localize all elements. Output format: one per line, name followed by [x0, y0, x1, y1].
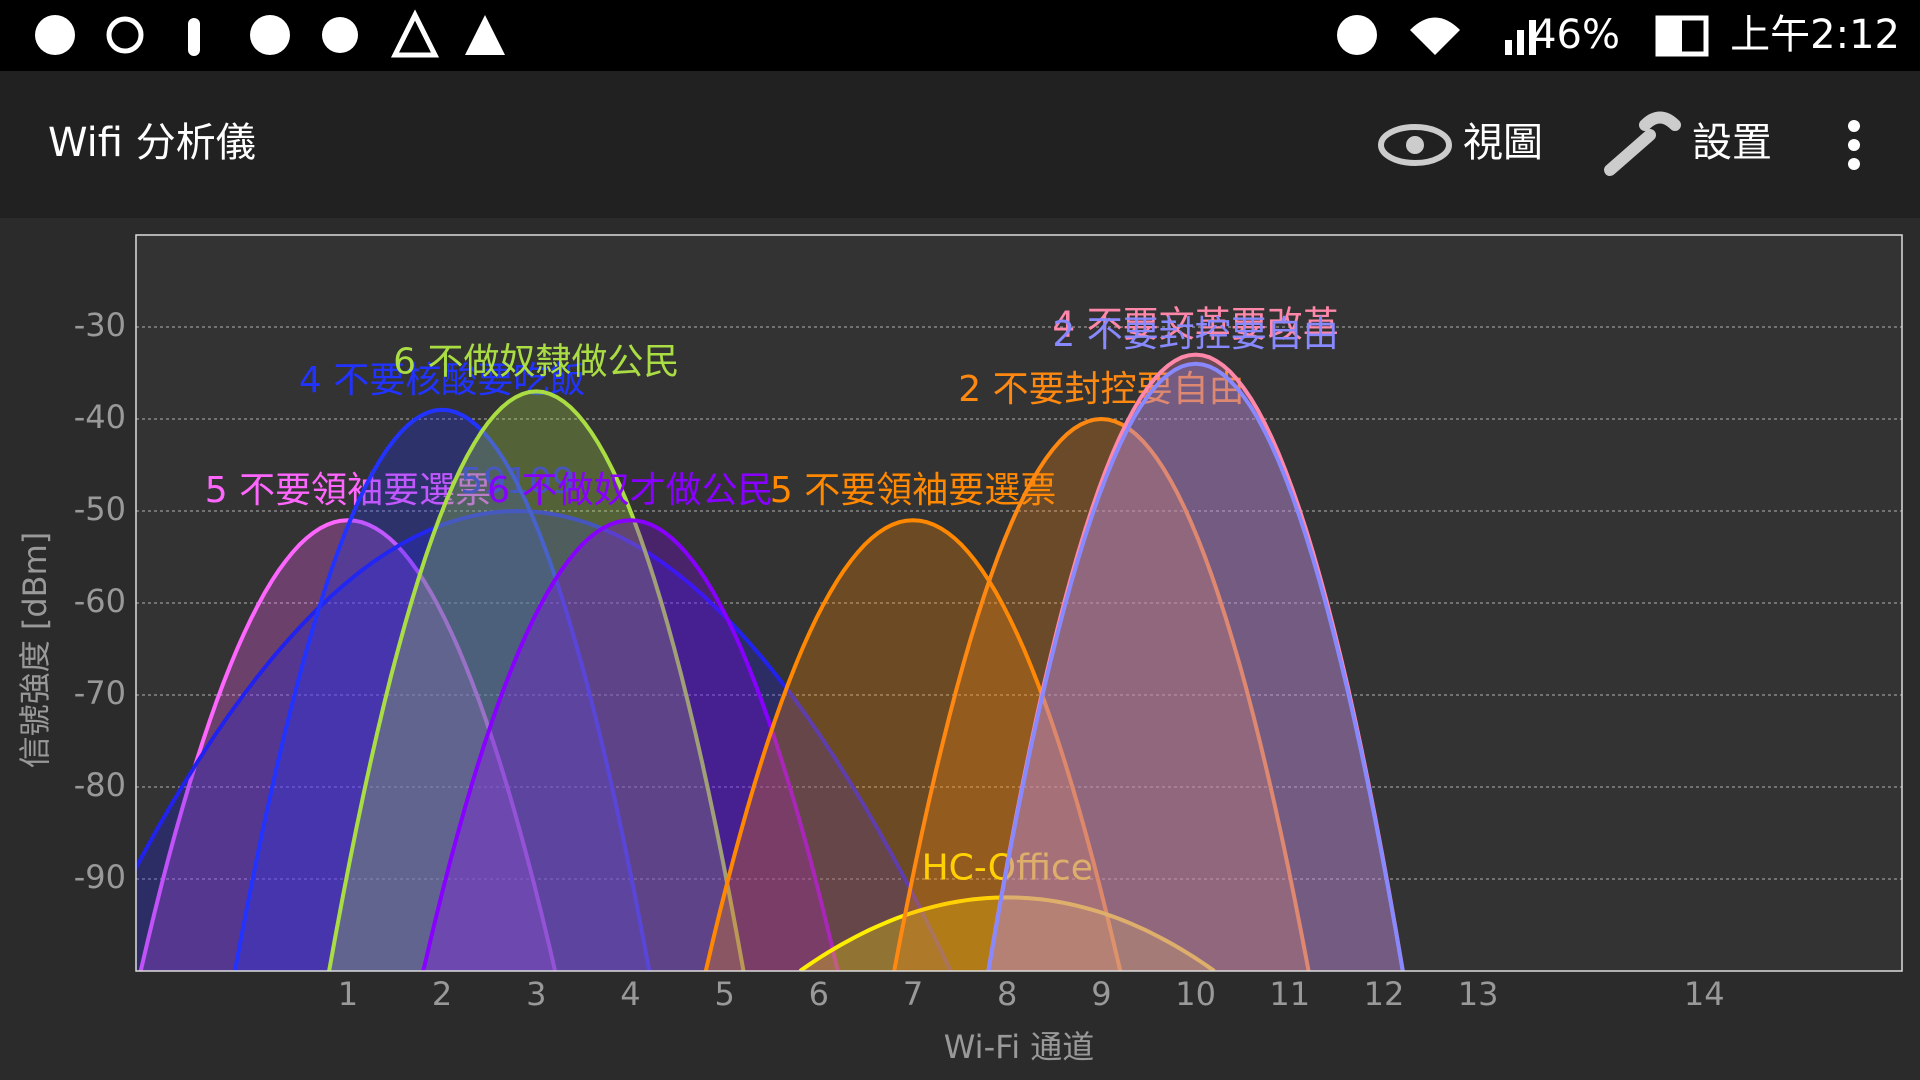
channel-curve [892, 416, 1311, 971]
x-tick-label: 6 [809, 975, 829, 1013]
x-tick-label: 9 [1091, 975, 1111, 1013]
channel-curve [232, 407, 652, 971]
status-bar [0, 0, 1920, 71]
overflow-menu[interactable] [1848, 120, 1860, 170]
x-tick-label: 10 [1175, 975, 1216, 1013]
y-tick-label: -70 [74, 674, 126, 712]
app-title: Wifi 分析儀 [48, 120, 256, 166]
y-tick-label: -60 [74, 582, 126, 620]
network-label: 6 不做奴才做公民 [487, 470, 773, 511]
network-label: 2 不要封控要自由 [1052, 314, 1338, 355]
network-label: 4 不要核酸要吃飯 [299, 360, 585, 401]
x-axis-title: Wi-Fi 通道 [944, 1028, 1095, 1066]
chart: -30-40-50-60-70-80-901 2 3 4 5 6 7 8 9 10 11 12 13 14… [16, 234, 1903, 1066]
x-tick-label: 4 [620, 975, 640, 1013]
app-bar [0, 71, 1920, 218]
wrench-icon [1604, 111, 1681, 176]
status-icons [35, 9, 1709, 58]
action-label[interactable]: 設置 [1692, 120, 1772, 166]
x-tick-label: 8 [997, 975, 1017, 1013]
view-button[interactable]: 視圖 [1378, 120, 1543, 166]
y-tick-label: -50 [74, 490, 126, 528]
plot-border [135, 234, 1903, 972]
x-tick-label: 11 [1269, 975, 1310, 1013]
x-tick-label: 5 [714, 975, 734, 1013]
x-tick-label: 14 [1684, 975, 1725, 1013]
network-label: 2 不要封控要自由 [958, 369, 1244, 410]
battery-text: 46% [1531, 12, 1620, 58]
y-tick-label: -40 [74, 398, 126, 436]
channel-curve [327, 389, 746, 971]
action-label[interactable]: 視圖 [1463, 120, 1543, 166]
network-label: 4 不要文革要改革 [1052, 305, 1338, 346]
clock: 上午2:12 [1730, 12, 1900, 58]
x-tick-label: 13 [1458, 975, 1499, 1013]
x-tick-label: 2 [432, 975, 452, 1013]
x-tick-label: 7 [903, 975, 923, 1013]
eye-icon [1378, 124, 1452, 166]
network-label: 5 不要領袖要選票 [770, 470, 1056, 511]
y-tick-label: -30 [74, 306, 126, 344]
y-tick-label: -90 [74, 858, 126, 896]
y-axis-title: 信號強度 [dBm] [16, 532, 54, 769]
network-label: 6 不做奴隸做公民 [393, 341, 679, 382]
channel-curve [136, 508, 953, 971]
channel-curve [703, 518, 1123, 971]
settings-button[interactable]: 設置 [1604, 111, 1772, 176]
eye-pupil [1406, 136, 1424, 154]
y-tick-label: -80 [74, 766, 126, 804]
channel-curve [986, 361, 1405, 971]
x-tick-label: 1 [338, 975, 358, 1013]
x-tick-label: 12 [1364, 975, 1405, 1013]
x-tick-label: 3 [526, 975, 546, 1013]
